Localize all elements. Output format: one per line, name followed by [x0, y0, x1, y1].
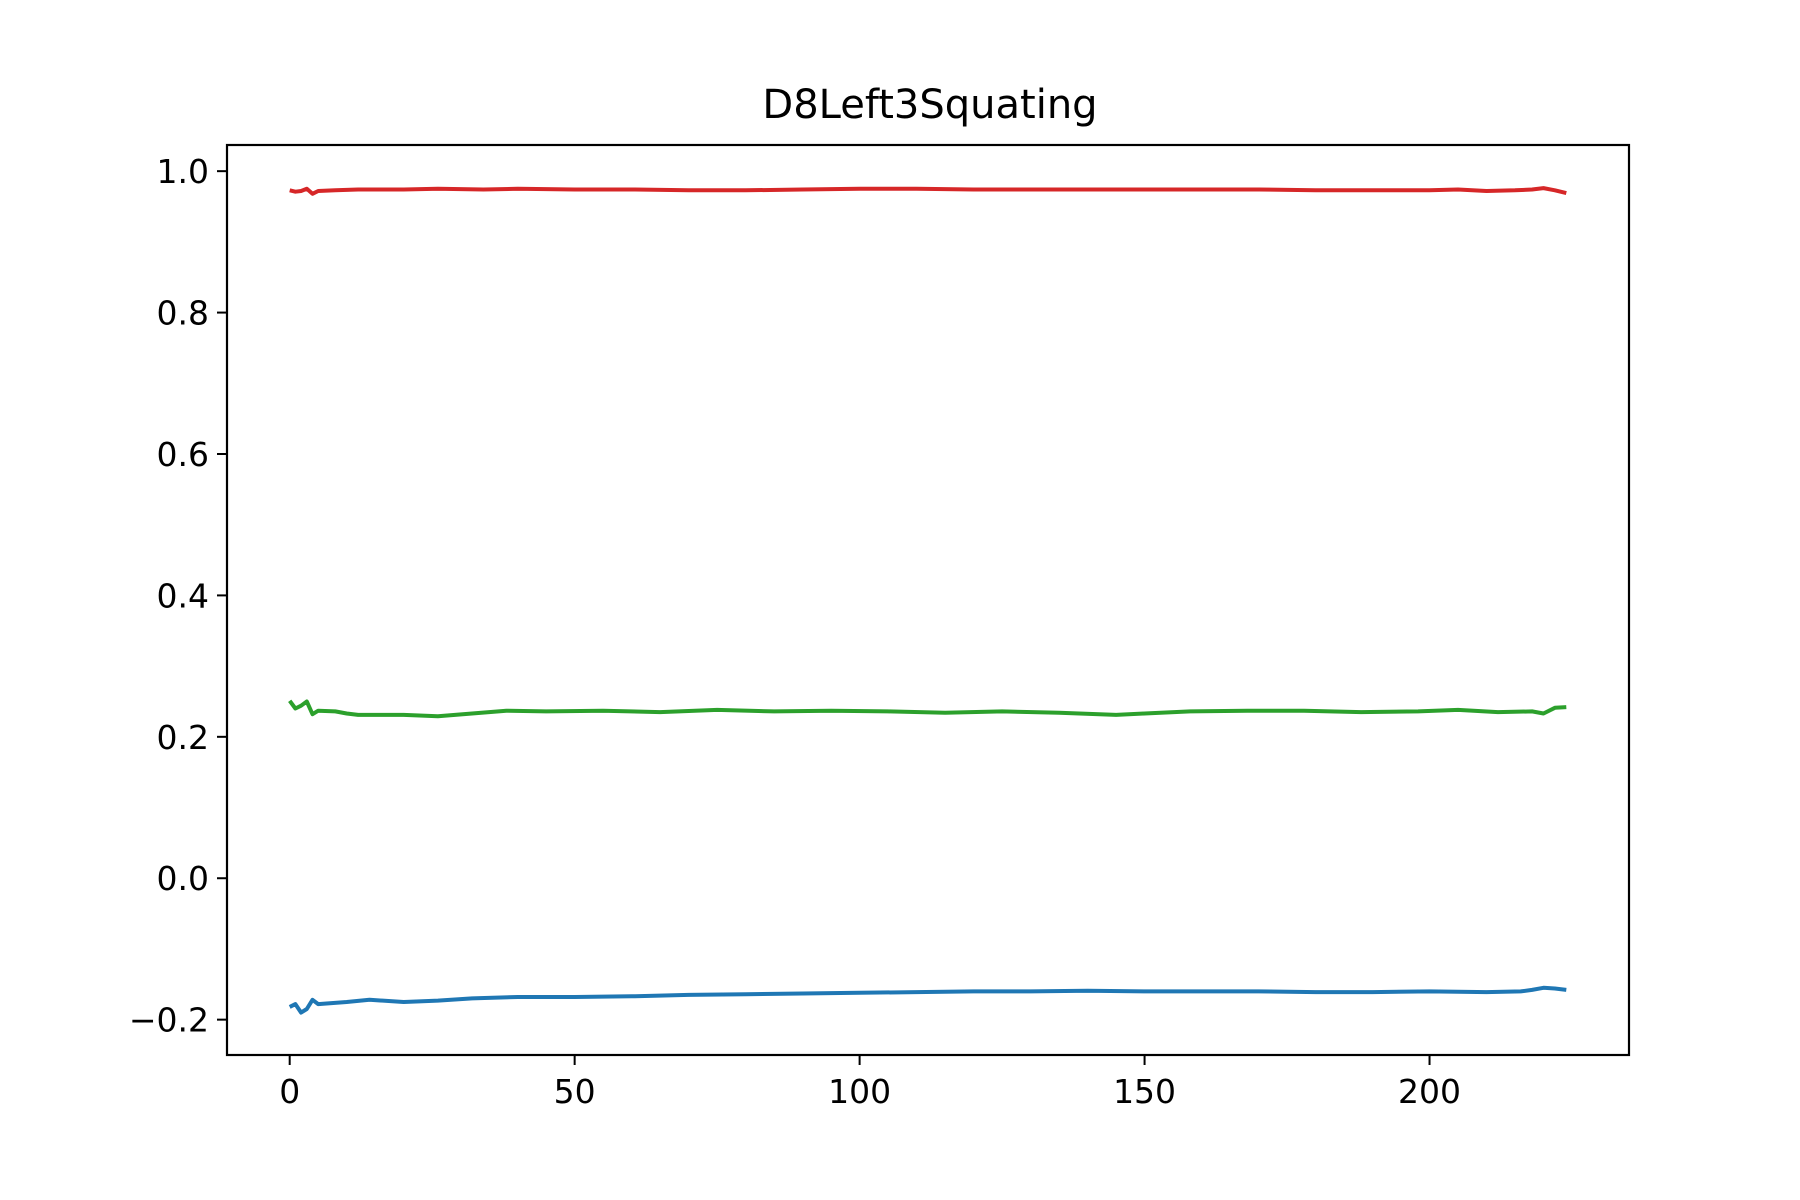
y-tick-label: 0.6: [157, 435, 209, 474]
x-tick-label: 50: [554, 1072, 596, 1111]
series-line-3: [288, 985, 1567, 1015]
x-tick-label: 150: [1113, 1072, 1176, 1111]
y-tick-label: 0.0: [157, 859, 209, 898]
chart-title: D8Left3Squating: [762, 82, 1097, 128]
y-tick-label: 1.0: [157, 152, 209, 191]
x-tick-label: 200: [1398, 1072, 1461, 1111]
x-tick-label: 100: [828, 1072, 891, 1111]
series-line-2: [288, 699, 1567, 719]
series-layer: [288, 186, 1567, 1015]
y-tick-label: 0.4: [157, 576, 209, 615]
y-tick-label: 0.2: [157, 718, 209, 757]
plot-frame: [225, 143, 1631, 1057]
y-axis-ticks: −0.2 0.0 0.2 0.4 0.6 0.8 1.0: [129, 152, 227, 1040]
y-tick-label: −0.2: [129, 1001, 209, 1040]
series-line-1: [289, 186, 1567, 196]
x-axis-ticks: 0 50 100 150 200: [279, 1055, 1461, 1111]
y-tick-label: 0.8: [157, 294, 209, 333]
x-tick-label: 0: [279, 1072, 300, 1111]
